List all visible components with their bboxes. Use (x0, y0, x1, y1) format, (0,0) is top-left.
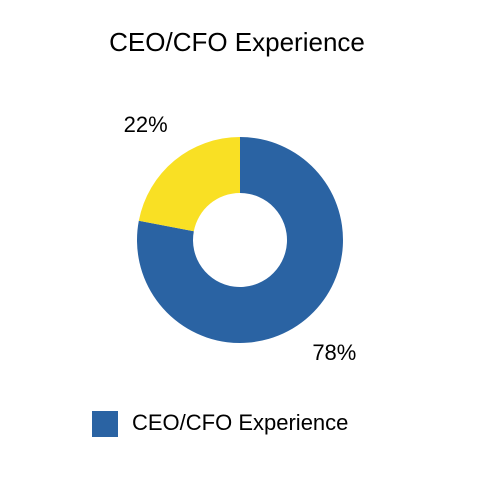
donut-slice (137, 137, 343, 343)
legend-swatch (92, 411, 118, 437)
data-label: 22% (124, 112, 168, 137)
data-label: 78% (312, 340, 356, 365)
chart-title: CEO/CFO Experience (109, 27, 365, 57)
donut-slice (138, 137, 240, 232)
legend-label: CEO/CFO Experience (132, 410, 348, 435)
